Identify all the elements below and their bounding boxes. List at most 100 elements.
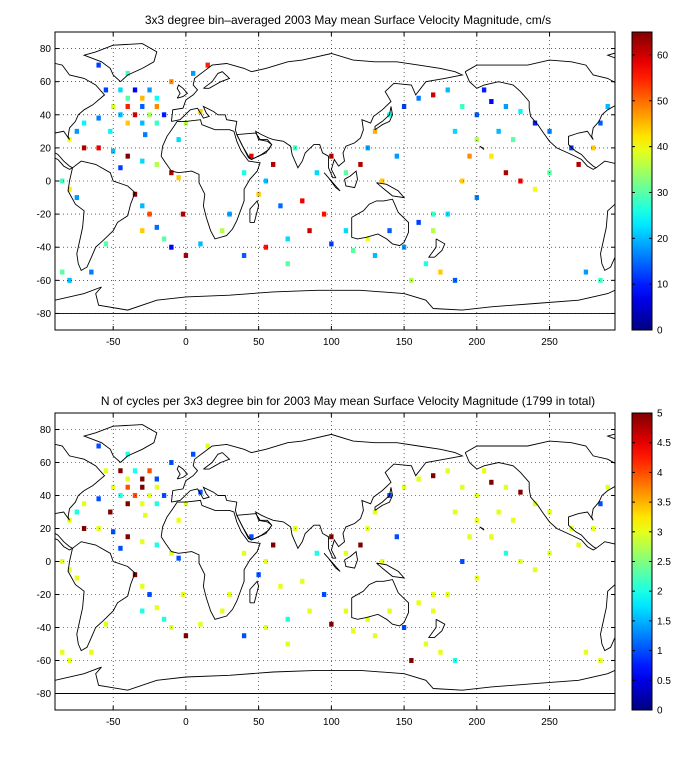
data-cell [300,578,305,584]
data-cell [140,484,145,490]
data-cell [227,592,232,597]
data-cell [60,178,65,184]
data-cell [125,534,130,540]
data-cell [96,62,101,68]
data-cell [140,228,145,234]
coastline [427,618,446,638]
data-cell [285,641,290,647]
coastline [351,579,409,627]
data-cell [474,493,479,498]
coastline [160,119,261,240]
data-cell [503,104,509,109]
data-cell [74,195,79,201]
data-cell [191,451,196,457]
data-cell [285,261,290,267]
data-cell [67,658,72,663]
data-cell [154,542,159,548]
grid-lines [55,413,615,710]
data-cell [351,628,356,634]
data-cell [176,137,181,143]
velocity-panel: 3x3 degree bin–averaged 2003 May mean Su… [37,13,669,348]
data-cell [496,509,501,515]
data-cell [81,501,87,507]
data-cell [249,153,254,159]
data-cell [256,572,261,578]
data-cell [263,178,269,184]
data-cell [103,621,109,627]
data-cell [321,592,327,597]
colorbar-tick-label: 60 [657,50,669,61]
x-tick-label: 150 [396,717,413,728]
colorbar-tick-label: 3 [657,527,663,538]
data-cell [147,592,152,597]
data-cell [372,253,378,258]
data-cell [387,608,392,614]
data-cell [154,95,159,101]
colorbar-tick-label: 30 [657,188,669,199]
data-cell [460,104,465,109]
data-cell [547,509,552,515]
x-tick-label: -50 [106,337,121,348]
data-cell [474,112,479,118]
colorbar-tick-label: 5 [657,409,663,420]
data-cell [387,228,392,234]
x-tick-label: 50 [253,337,265,348]
coastline [55,666,615,694]
grid-lines [55,32,615,330]
x-axis: -50 0 50 100 150 200 250 [106,413,558,728]
data-cell [431,592,436,597]
coastline [595,160,615,272]
data-cell [489,99,494,105]
data-cell [154,476,159,482]
data-cell [140,501,145,507]
data-cell [205,62,210,68]
data-cell [241,633,247,639]
data-cell [154,484,159,490]
data-cell [263,625,269,630]
data-cell [198,489,203,495]
data-cell [81,145,87,151]
colorbar-tick-label: 0.5 [657,676,671,687]
data-cell [161,493,167,498]
data-cell [176,517,181,523]
coastline-map [55,424,615,694]
data-cell [532,120,538,126]
data-cell [343,228,349,234]
data-cell [380,178,385,184]
coastline [55,443,106,551]
data-cell [431,473,436,479]
data-cell [431,228,436,234]
data-cell [598,120,603,126]
colorbar-tick-label: 1 [657,646,663,657]
data-cell [140,120,145,126]
x-tick-label: 150 [396,337,413,348]
data-cell [481,87,487,93]
data-cell [300,198,305,204]
colorbar-tick-label: 50 [657,96,669,107]
data-cell [191,70,196,76]
coastline [344,170,358,189]
data-cell [343,170,349,176]
data-cell [445,87,450,93]
data-cell [125,70,130,76]
data-cell [343,550,349,556]
data-cell [271,542,276,548]
data-cell [518,178,523,184]
data-cell [372,509,378,515]
data-cell [227,211,232,217]
coastline [82,43,158,83]
data-cell [380,559,385,564]
data-cell [321,211,327,217]
data-cell [60,269,65,275]
colorbar-tick-label: 4 [657,468,663,479]
data-cell [96,496,101,502]
data-cell [307,228,312,234]
data-cell [118,112,123,118]
chart-title: 3x3 degree bin–averaged 2003 May mean Su… [145,13,551,27]
x-tick-label: 50 [253,717,265,728]
data-cell [489,534,494,540]
coastline [323,172,341,192]
cycles-panel: N of cycles per 3x3 degree bin for 2003 … [37,394,672,728]
data-cell [118,545,123,551]
data-cell [143,132,148,138]
